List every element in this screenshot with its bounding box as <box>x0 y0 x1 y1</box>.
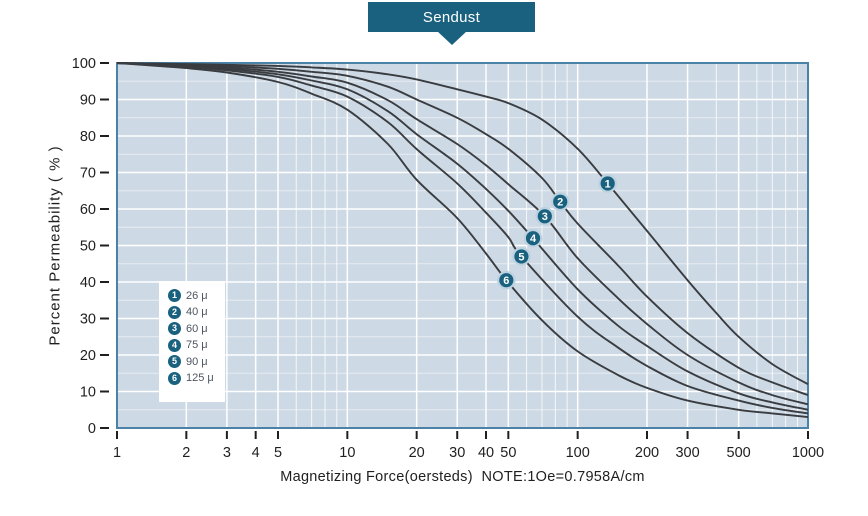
plot-border <box>116 62 809 429</box>
x-axis-title: Magnetizing Force(oersteds) NOTE:1Oe=0.7… <box>280 469 645 485</box>
x-tick-label: 20 <box>409 445 425 461</box>
legend: 1 26 μ 2 40 μ 3 60 μ 4 75 μ 5 90 μ 6 125 μ <box>159 281 225 402</box>
legend-label: 26 μ <box>186 289 208 302</box>
y-tick-label: 0 <box>88 421 96 437</box>
y-tick-label: 60 <box>80 202 96 218</box>
marker-circle <box>523 228 543 248</box>
x-tick-label: 5 <box>274 445 282 461</box>
legend-item-1: 1 26 μ <box>168 289 225 302</box>
bias-curves <box>116 62 809 419</box>
legend-badge-6: 6 <box>168 371 181 385</box>
legend-label: 40 μ <box>186 306 208 319</box>
marker-number: 3 <box>542 211 548 223</box>
legend-item-3: 3 60 μ <box>168 322 225 336</box>
curve-marker-3: 3 <box>535 207 555 226</box>
y-tick-label: 30 <box>80 312 96 328</box>
bias-curve-6 <box>116 62 809 419</box>
x-tick-label: 10 <box>339 445 355 461</box>
x-tick-label: 500 <box>727 445 751 461</box>
legend-item-6: 6 125 μ <box>168 371 225 385</box>
legend-item-5: 5 90 μ <box>168 355 225 369</box>
curve-marker-5: 5 <box>512 247 531 266</box>
x-tick-label: 1000 <box>792 445 824 461</box>
y-axis-title: Percent Permeability ( % ) <box>46 145 64 346</box>
marker-number: 6 <box>503 275 509 287</box>
bias-curve-3 <box>116 62 809 406</box>
x-tick-label: 50 <box>500 445 516 461</box>
marker-circle <box>512 247 531 266</box>
x-axis: 1 2 3 4 5 10 20 30 40 50 100 200 300 500 1000 <box>113 431 824 461</box>
marker-circle <box>598 174 617 193</box>
legend-label: 90 μ <box>186 355 208 368</box>
marker-number: 5 <box>518 251 524 263</box>
legend-label: 60 μ <box>186 322 208 335</box>
x-tick-label: 200 <box>635 445 659 461</box>
marker-circle <box>550 192 570 211</box>
curve-marker-2: 2 <box>550 192 570 211</box>
x-tick-label: 4 <box>252 445 260 461</box>
bias-curve-2 <box>116 62 809 396</box>
banner-pointer-icon <box>437 31 467 45</box>
marker-number: 1 <box>605 178 611 190</box>
legend-label: 75 μ <box>186 339 208 352</box>
legend-badge-2: 2 <box>168 305 181 319</box>
bias-curve-4 <box>116 62 809 411</box>
legend-badge-4: 4 <box>168 338 181 352</box>
legend-label: 125 μ <box>186 372 214 385</box>
marker-number: 2 <box>557 197 563 209</box>
marker-number: 4 <box>530 233 537 245</box>
y-axis: 0 10 20 30 40 50 60 70 80 90 100 <box>72 56 109 437</box>
x-tick-label: 100 <box>566 445 590 461</box>
y-tick-label: 50 <box>80 239 96 255</box>
legend-badge-5: 5 <box>168 355 181 369</box>
x-tick-label: 30 <box>449 445 465 461</box>
y-tick-label: 70 <box>80 166 96 182</box>
bias-curve-1 <box>116 62 809 386</box>
legend-badge-1: 1 <box>168 289 181 302</box>
bias-curve-5 <box>116 62 809 415</box>
y-tick-label: 40 <box>80 275 96 291</box>
curve-marker-1: 1 <box>598 174 617 193</box>
y-tick-label: 10 <box>80 385 96 401</box>
y-tick-label: 80 <box>80 129 96 145</box>
x-tick-label: 300 <box>675 445 699 461</box>
x-tick-label: 3 <box>223 445 231 461</box>
y-tick-label: 20 <box>80 348 96 364</box>
marker-circle <box>497 270 516 290</box>
curve-marker-6: 6 <box>497 270 516 290</box>
legend-item-4: 4 75 μ <box>168 338 225 352</box>
sendust-banner: Sendust <box>368 2 535 32</box>
marker-circle <box>535 207 555 226</box>
legend-badge-3: 3 <box>168 322 181 336</box>
banner-label: Sendust <box>422 8 481 26</box>
x-tick-label: 1 <box>113 445 121 461</box>
curve-marker-4: 4 <box>523 228 543 248</box>
x-tick-label: 40 <box>478 445 494 461</box>
x-tick-label: 2 <box>182 445 190 461</box>
legend-item-2: 2 40 μ <box>168 305 225 319</box>
y-tick-label: 100 <box>72 56 96 72</box>
y-tick-label: 90 <box>80 93 96 109</box>
